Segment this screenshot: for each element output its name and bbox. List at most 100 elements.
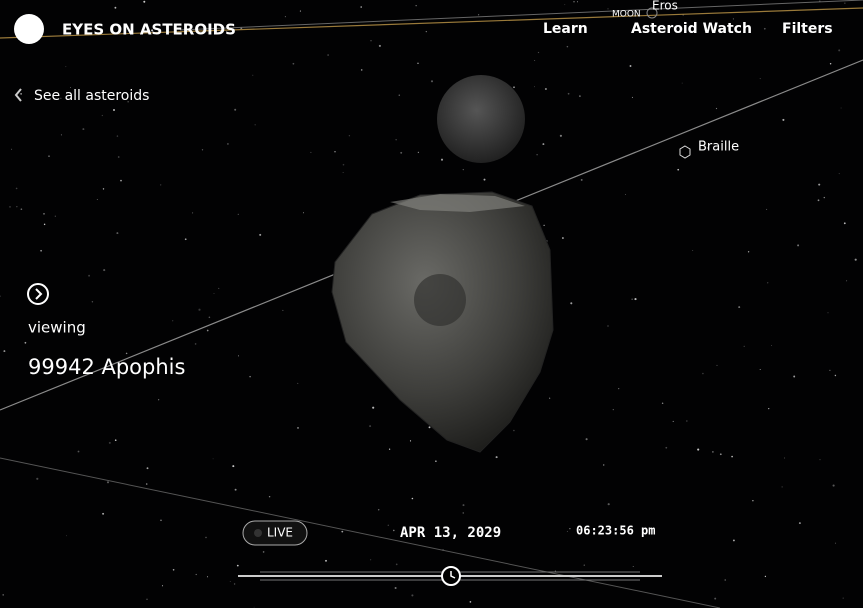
star — [799, 522, 801, 524]
star — [259, 234, 261, 236]
star — [11, 149, 12, 150]
star — [608, 8, 609, 9]
eros-label[interactable]: Eros — [652, 0, 678, 13]
star — [748, 251, 749, 252]
star — [768, 408, 769, 409]
star — [303, 212, 304, 213]
star — [202, 149, 203, 150]
star — [36, 478, 38, 480]
star — [733, 539, 735, 541]
star — [570, 302, 572, 304]
moon-body[interactable] — [437, 75, 525, 163]
star — [431, 80, 433, 82]
star — [237, 565, 239, 567]
star — [835, 375, 836, 376]
star — [839, 173, 840, 174]
star — [82, 128, 84, 130]
star — [841, 108, 842, 109]
star — [496, 456, 498, 458]
star — [192, 212, 193, 213]
star — [844, 222, 846, 224]
star — [234, 583, 235, 584]
star — [838, 49, 840, 51]
star — [372, 407, 374, 409]
star — [764, 28, 766, 30]
date-display: APR 13, 2029 — [400, 525, 501, 541]
star — [818, 199, 820, 201]
star — [227, 143, 229, 145]
star — [147, 467, 149, 469]
star — [78, 451, 80, 453]
back-link[interactable]: See all asteroids — [34, 88, 149, 104]
star — [370, 559, 371, 560]
braille-label[interactable]: Braille — [698, 140, 739, 155]
star — [555, 571, 556, 572]
star — [470, 601, 472, 603]
star — [232, 465, 234, 467]
star — [115, 439, 117, 441]
star — [717, 365, 718, 366]
star — [378, 509, 379, 510]
star — [545, 88, 547, 90]
star — [162, 585, 163, 586]
star — [3, 350, 5, 352]
star — [88, 275, 90, 277]
star — [673, 421, 674, 422]
star — [463, 169, 464, 170]
moon-label[interactable]: MOON — [612, 10, 641, 20]
star — [782, 119, 784, 121]
star — [65, 66, 66, 67]
star — [797, 244, 799, 246]
star — [254, 607, 255, 608]
star — [542, 143, 544, 145]
star — [146, 483, 148, 485]
star — [107, 481, 109, 483]
live-label[interactable]: LIVE — [267, 526, 293, 540]
star — [632, 299, 633, 300]
star — [334, 151, 335, 152]
star — [92, 301, 93, 302]
star — [579, 95, 581, 97]
star — [765, 576, 766, 577]
star — [143, 1, 145, 3]
star — [297, 383, 298, 384]
nav-filters[interactable]: Filters — [782, 21, 833, 37]
star — [677, 169, 679, 171]
star — [843, 598, 844, 599]
star — [102, 513, 104, 515]
star — [766, 209, 767, 210]
star — [543, 225, 544, 226]
nav-asteroid-watch[interactable]: Asteroid Watch — [631, 21, 752, 37]
star — [160, 520, 162, 522]
star — [702, 373, 704, 375]
star — [478, 14, 479, 15]
star — [411, 594, 413, 596]
star — [738, 306, 740, 308]
star — [782, 486, 783, 487]
star — [25, 342, 27, 344]
nasa-logo-text[interactable]: NASA — [17, 26, 43, 35]
star — [829, 370, 830, 371]
star — [109, 442, 111, 444]
star — [426, 31, 427, 32]
app-title[interactable]: EYES ON ASTEROIDS — [62, 21, 236, 39]
star — [196, 574, 197, 575]
star — [185, 238, 187, 240]
star — [564, 4, 565, 5]
star — [720, 453, 722, 455]
nav-learn[interactable]: Learn — [543, 21, 588, 37]
star — [118, 156, 120, 158]
star — [293, 63, 295, 65]
star — [752, 500, 753, 501]
star — [603, 464, 604, 465]
star — [536, 154, 537, 155]
asteroid-crater — [414, 274, 466, 326]
star — [172, 320, 173, 321]
star — [855, 259, 857, 261]
star — [820, 459, 821, 460]
star — [343, 172, 344, 173]
star — [538, 52, 539, 53]
star — [371, 40, 372, 41]
star — [269, 496, 270, 497]
star — [102, 115, 103, 116]
